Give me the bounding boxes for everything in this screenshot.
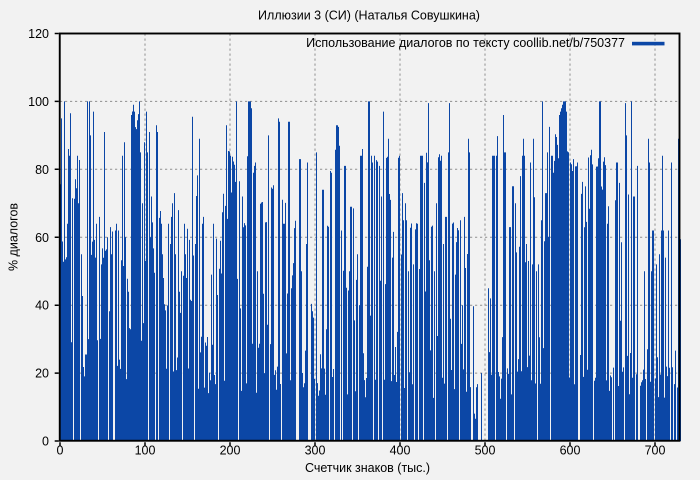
svg-text:60: 60 xyxy=(35,231,49,245)
svg-text:80: 80 xyxy=(35,163,49,177)
svg-text:0: 0 xyxy=(42,435,49,449)
svg-text:0: 0 xyxy=(57,444,64,458)
svg-text:700: 700 xyxy=(645,444,666,458)
svg-text:200: 200 xyxy=(220,444,241,458)
svg-text:500: 500 xyxy=(475,444,496,458)
svg-text:600: 600 xyxy=(560,444,581,458)
svg-text:% диалогов: % диалогов xyxy=(7,203,21,271)
svg-text:400: 400 xyxy=(390,444,411,458)
svg-text:Использование диалогов по текс: Использование диалогов по тексту coollib… xyxy=(306,36,625,50)
svg-text:300: 300 xyxy=(305,444,326,458)
svg-text:Иллюзии 3 (СИ) (Наталья Совушк: Иллюзии 3 (СИ) (Наталья Совушкина) xyxy=(258,9,480,23)
svg-text:100: 100 xyxy=(28,95,49,109)
svg-text:100: 100 xyxy=(135,444,156,458)
svg-text:120: 120 xyxy=(28,27,49,41)
svg-text:40: 40 xyxy=(35,299,49,313)
svg-text:Счетчик знаков (тыс.): Счетчик знаков (тыс.) xyxy=(305,461,430,475)
svg-text:20: 20 xyxy=(35,367,49,381)
